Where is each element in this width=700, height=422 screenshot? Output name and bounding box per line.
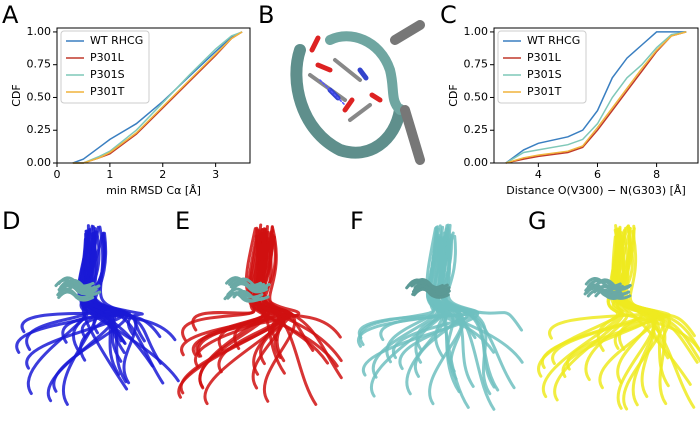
cdf-line <box>505 31 687 164</box>
y-tick-label: 0.50 <box>27 90 52 103</box>
y-tick-label: 0.25 <box>464 123 489 136</box>
x-tick-label: 4 <box>535 168 542 181</box>
cdf-line <box>72 31 243 164</box>
h-bond <box>319 79 346 106</box>
legend-label: P301T <box>90 85 125 98</box>
legend-label: P301T <box>527 85 562 98</box>
cdf-line <box>505 31 687 164</box>
x-tick-label: 6 <box>594 168 601 181</box>
backbone-strand <box>371 225 439 379</box>
y-tick-label: 0.75 <box>464 58 489 71</box>
loop-strand <box>412 284 449 296</box>
loop-strand <box>232 289 270 301</box>
backbone-strand <box>561 226 658 378</box>
backbone-strand <box>79 237 124 335</box>
backbone <box>325 31 405 115</box>
backbone-strand <box>414 223 462 378</box>
legend-label: P301L <box>527 51 562 64</box>
y-tick-label: 0.75 <box>27 58 52 71</box>
nitrogen <box>327 67 369 101</box>
y-axis-label: CDF <box>10 84 23 106</box>
loop-strand <box>225 276 263 288</box>
legend-label: P301S <box>90 68 125 81</box>
cdf-line <box>505 31 687 164</box>
x-tick-label: 0 <box>54 168 61 181</box>
x-axis-label: min RMSD Cα [Å] <box>106 184 201 197</box>
backbone <box>390 20 425 165</box>
backbone-strand <box>551 229 654 365</box>
panel-label: C <box>440 1 457 29</box>
backbone-strand <box>93 231 123 363</box>
panel-label: G <box>528 207 547 235</box>
legend-label: WT RHCG <box>527 34 580 47</box>
cdf-line <box>505 31 687 164</box>
legend-box <box>60 30 150 104</box>
loop-strand <box>587 279 624 291</box>
loop-strand <box>586 288 624 300</box>
panel-label: F <box>350 207 364 235</box>
legend-label: P301L <box>90 51 125 64</box>
backbone-strand <box>255 232 286 360</box>
cdf-line <box>72 31 243 164</box>
legend-label: P301S <box>527 68 562 81</box>
panel-label: A <box>2 1 19 29</box>
backbone <box>290 44 406 159</box>
y-tick-label: 0.00 <box>464 156 489 169</box>
loop-strand <box>593 285 631 297</box>
panel-label: D <box>2 207 20 235</box>
y-tick-label: 0.00 <box>27 156 52 169</box>
plot-frame <box>56 27 251 164</box>
backbone-strand <box>83 225 127 345</box>
x-tick-label: 2 <box>159 168 166 181</box>
backbone-strand <box>25 229 125 370</box>
panel-label: B <box>258 1 274 29</box>
loop-strand <box>57 276 95 288</box>
loop-strand <box>413 280 451 292</box>
y-tick-label: 0.25 <box>27 123 52 136</box>
loop-strand <box>58 284 96 296</box>
y-tick-label: 1.00 <box>464 25 489 38</box>
y-axis-label: CDF <box>447 84 460 106</box>
backbone-strand <box>179 231 290 395</box>
loop-strand <box>57 290 95 302</box>
x-axis-label: Distance O(V300) − N(G303) [Å] <box>506 184 686 197</box>
backbone-strand <box>82 231 180 383</box>
oxygen <box>309 35 383 113</box>
legend-label: WT RHCG <box>90 34 143 47</box>
loop-strand <box>412 287 450 299</box>
panel-label: E <box>175 207 190 235</box>
x-tick-label: 1 <box>106 168 113 181</box>
plot-frame <box>493 27 699 164</box>
structure-b <box>290 20 425 165</box>
legend-box <box>497 30 587 104</box>
x-tick-label: 8 <box>653 168 660 181</box>
backbone-strand <box>436 237 470 409</box>
loop-strand <box>231 282 269 294</box>
y-tick-label: 0.50 <box>464 90 489 103</box>
x-tick-label: 3 <box>212 168 219 181</box>
y-tick-label: 1.00 <box>27 25 52 38</box>
structure-ensembles <box>15 223 700 411</box>
